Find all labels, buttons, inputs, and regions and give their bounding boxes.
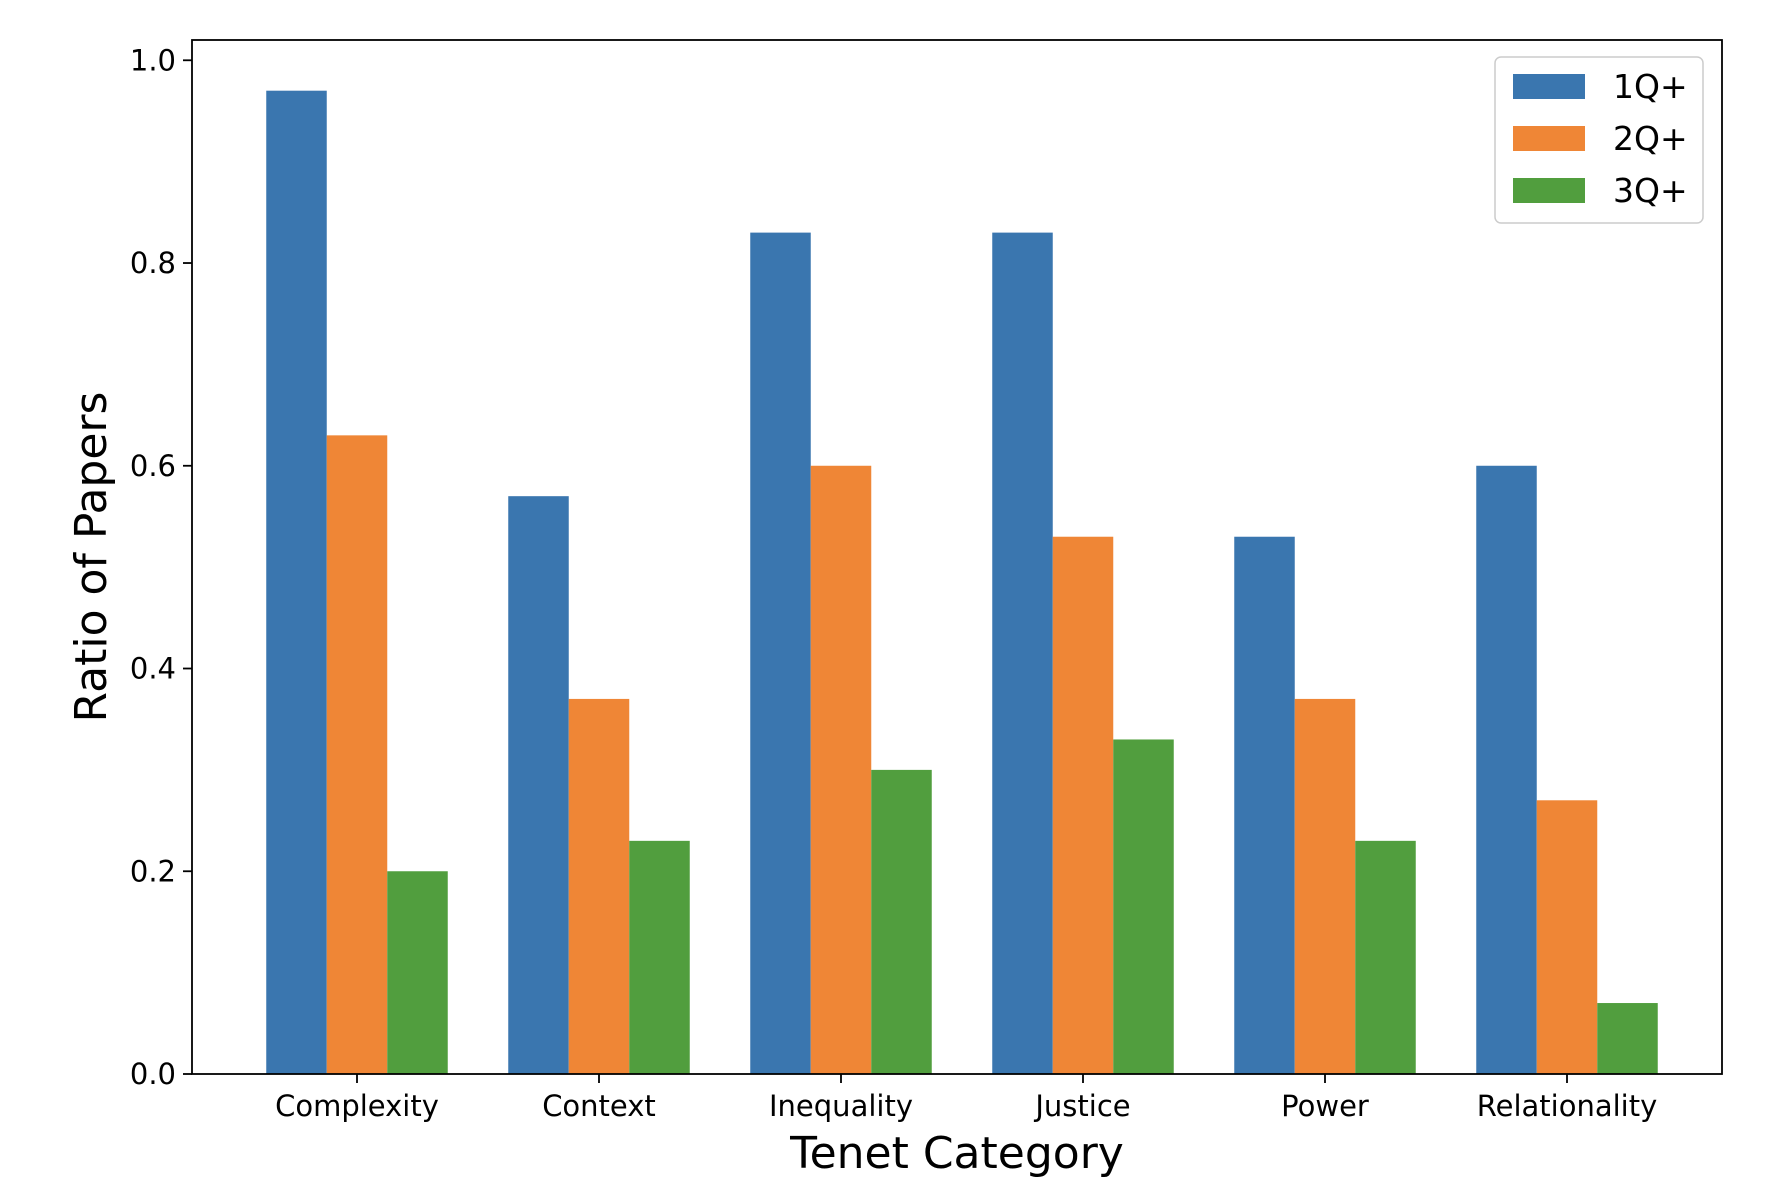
bar-2qplus-inequality: [810, 465, 872, 1074]
y-axis: 0.0 0.2 0.4 0.6 0.8 1.0: [130, 43, 192, 1091]
bar-1qplus-inequality: [750, 232, 811, 1075]
x-axis-title: Tenet Category: [789, 1128, 1124, 1179]
legend-label-1qplus: 1Q+: [1613, 67, 1688, 106]
bar-2qplus-power: [1294, 698, 1356, 1074]
y-tick-label: 1.0: [130, 43, 176, 77]
bar-3qplus-relationality: [1597, 1003, 1658, 1074]
y-axis-title: Ratio of Papers: [66, 392, 117, 723]
legend-label-2qplus: 2Q+: [1613, 119, 1688, 158]
x-axis: Complexity Context Inequality Justice Power R…: [275, 1074, 1657, 1123]
plot-frame: [191, 39, 1723, 1075]
bar-1qplus-complexity: [266, 90, 327, 1074]
y-tick-label: 0.6: [130, 449, 176, 483]
bar-3qplus-justice: [1113, 739, 1174, 1074]
x-tick-label-justice: Justice: [1033, 1089, 1130, 1123]
y-tick-label: 0.8: [130, 246, 176, 280]
bar-1qplus-power: [1234, 536, 1295, 1074]
legend-swatch-2qplus: [1513, 126, 1585, 151]
x-tick-label-inequality: Inequality: [769, 1089, 913, 1123]
bar-3qplus-inequality: [871, 769, 932, 1074]
legend-swatch-1qplus: [1513, 74, 1585, 99]
x-tick-label-complexity: Complexity: [275, 1089, 439, 1123]
bar-2qplus-complexity: [326, 435, 388, 1075]
bar-2qplus-context: [568, 698, 630, 1074]
legend-label-3qplus: 3Q+: [1613, 171, 1688, 210]
y-tick-label: 0.2: [130, 854, 176, 888]
bar-3qplus-complexity: [387, 871, 448, 1074]
bar-1qplus-relationality: [1476, 465, 1537, 1074]
bar-3qplus-power: [1355, 840, 1416, 1074]
bar-2qplus-justice: [1052, 536, 1114, 1074]
x-tick-label-relationality: Relationality: [1477, 1089, 1658, 1123]
bar-3qplus-context: [629, 840, 690, 1074]
legend-swatch-3qplus: [1513, 178, 1585, 203]
bar-1qplus-justice: [992, 232, 1053, 1075]
bars-group: [266, 90, 1658, 1075]
legend: 1Q+ 2Q+ 3Q+: [1494, 56, 1704, 224]
bar-2qplus-relationality: [1536, 800, 1598, 1074]
x-tick-label-context: Context: [542, 1089, 656, 1123]
x-tick-label-power: Power: [1281, 1089, 1369, 1123]
y-tick-label: 0.4: [130, 652, 176, 686]
bar-1qplus-context: [508, 496, 569, 1074]
y-tick-label: 0.0: [130, 1057, 176, 1091]
